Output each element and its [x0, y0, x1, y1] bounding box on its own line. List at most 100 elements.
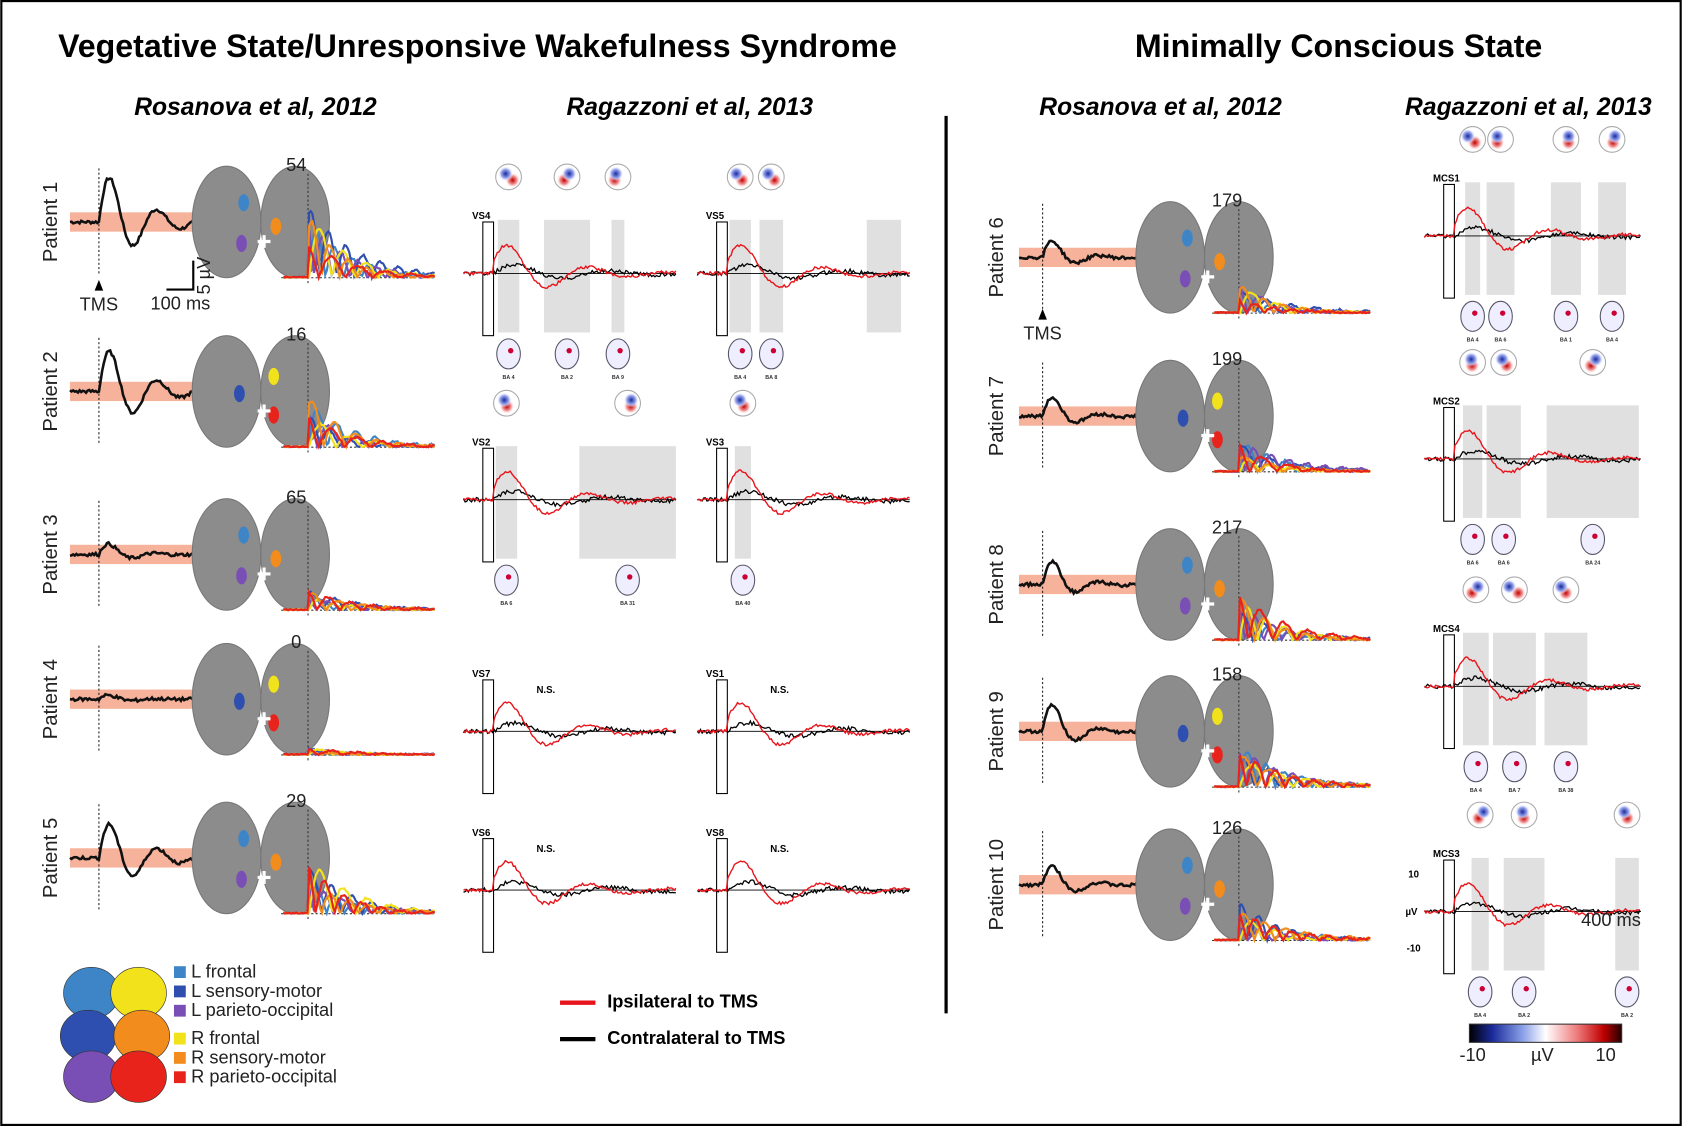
brain-right — [260, 642, 331, 756]
brain-patch — [268, 406, 280, 424]
topomap-neg — [1561, 128, 1577, 144]
colorbar-label: -10 — [1459, 1044, 1485, 1065]
area-label: BA 8 — [765, 375, 777, 381]
panel-note: N.S. — [536, 844, 555, 855]
area-brain — [1580, 523, 1606, 555]
ipsilateral-trace — [696, 469, 910, 516]
panel-label: MCS2 — [1433, 397, 1460, 408]
brain-left — [1135, 528, 1206, 641]
scale-time: 100 ms — [151, 292, 211, 313]
area-spot — [1592, 533, 1598, 539]
area-label: BA 40 — [735, 601, 750, 607]
scale-bar — [166, 260, 195, 291]
stim-cross — [1201, 744, 1215, 758]
area-brain — [494, 564, 519, 596]
area-spot — [742, 574, 748, 580]
area-label: BA 6 — [1495, 337, 1507, 343]
stim-cross — [257, 567, 271, 581]
brain-patch — [236, 567, 247, 585]
contralateral-trace — [696, 719, 911, 739]
brain-patch — [236, 234, 247, 253]
area-spot — [1475, 760, 1481, 767]
brain-left — [1135, 359, 1206, 473]
area-label: BA 6 — [1498, 560, 1510, 566]
brain-patch — [1179, 897, 1191, 915]
stim-cross — [1201, 597, 1215, 611]
region-trace — [1213, 441, 1371, 474]
brain-patch — [1214, 580, 1225, 598]
pci-value: 65 — [286, 486, 306, 507]
contralateral-trace — [696, 879, 911, 899]
panel-label: VS2 — [472, 437, 490, 448]
area-label: BA 31 — [620, 601, 635, 607]
area-brain — [1488, 300, 1513, 332]
region-trace — [283, 588, 435, 612]
brain-patch — [270, 853, 282, 871]
area-brain — [1467, 976, 1493, 1008]
stim-box — [1443, 183, 1455, 299]
brain-patch — [234, 692, 245, 710]
legend-label: R sensory-motor — [191, 1046, 326, 1067]
brain-patch — [238, 194, 250, 212]
brain-patch — [270, 217, 282, 235]
significance-window — [579, 446, 676, 559]
colorbar-label: 10 — [1595, 1044, 1615, 1065]
significance-window — [734, 446, 751, 559]
stim-cross — [1201, 897, 1215, 911]
area-brain — [1614, 976, 1640, 1008]
axis-label: 10 — [1408, 870, 1419, 881]
significance-window — [495, 446, 518, 559]
heading: Vegetative State/Unresponsive Wakefulnes… — [58, 28, 897, 64]
area-spot — [1611, 310, 1617, 316]
region-trace — [283, 219, 436, 282]
topomap-neg — [1553, 579, 1569, 595]
area-spot — [566, 347, 572, 354]
area-spot — [1503, 533, 1509, 539]
heading: Minimally Conscious State — [1135, 28, 1542, 64]
ipsilateral-trace — [696, 701, 911, 747]
brain-patch — [1179, 270, 1191, 288]
eeg-trace — [1018, 239, 1155, 266]
area-brain — [1502, 751, 1527, 783]
legend-swatch — [173, 966, 186, 979]
topomap-neg — [1588, 351, 1604, 367]
panel-note: N.S. — [770, 685, 789, 696]
region-trace — [1213, 903, 1371, 944]
area-label: BA 4 — [1467, 337, 1479, 343]
area-spot — [1499, 310, 1506, 316]
brain-patch — [1212, 746, 1223, 764]
area-label: BA 9 — [612, 375, 624, 381]
stim-cross — [257, 404, 271, 418]
area-spot — [1523, 986, 1529, 992]
area-brain — [615, 564, 640, 596]
panel-label: VS3 — [706, 437, 725, 448]
stim-cross — [257, 712, 271, 726]
area-brain — [1599, 300, 1625, 332]
significance-window — [759, 219, 784, 333]
significance-window — [1462, 405, 1483, 518]
region-trace — [283, 417, 435, 450]
subheading: Ragazzoni et al, 2013 — [566, 94, 813, 121]
area-label: BA 2 — [1518, 1013, 1530, 1019]
area-label: BA 4 — [503, 375, 515, 381]
brain-patch — [234, 384, 245, 403]
stim-box — [1443, 406, 1455, 522]
area-brain — [496, 338, 521, 370]
contralateral-trace — [697, 488, 910, 507]
area-label: BA 1 — [1560, 337, 1572, 343]
brain-patch — [1182, 229, 1193, 247]
colorbar-label: µV — [1531, 1044, 1554, 1065]
area-brain — [1553, 300, 1579, 332]
patient-label: Patient 8 — [986, 544, 1008, 624]
patient-label: Patient 10 — [986, 839, 1008, 931]
area-label: BA 38 — [1558, 788, 1573, 794]
legend-swatch — [173, 1071, 186, 1084]
topomap-neg — [1470, 579, 1486, 595]
significance-window — [1544, 632, 1588, 746]
ipsilateral-trace — [463, 701, 676, 747]
patient-label: Patient 3 — [40, 514, 62, 594]
stim-cross — [257, 235, 271, 248]
pci-value: 217 — [1212, 516, 1242, 537]
significance-window — [1550, 182, 1581, 295]
panel-note: N.S. — [536, 685, 555, 696]
